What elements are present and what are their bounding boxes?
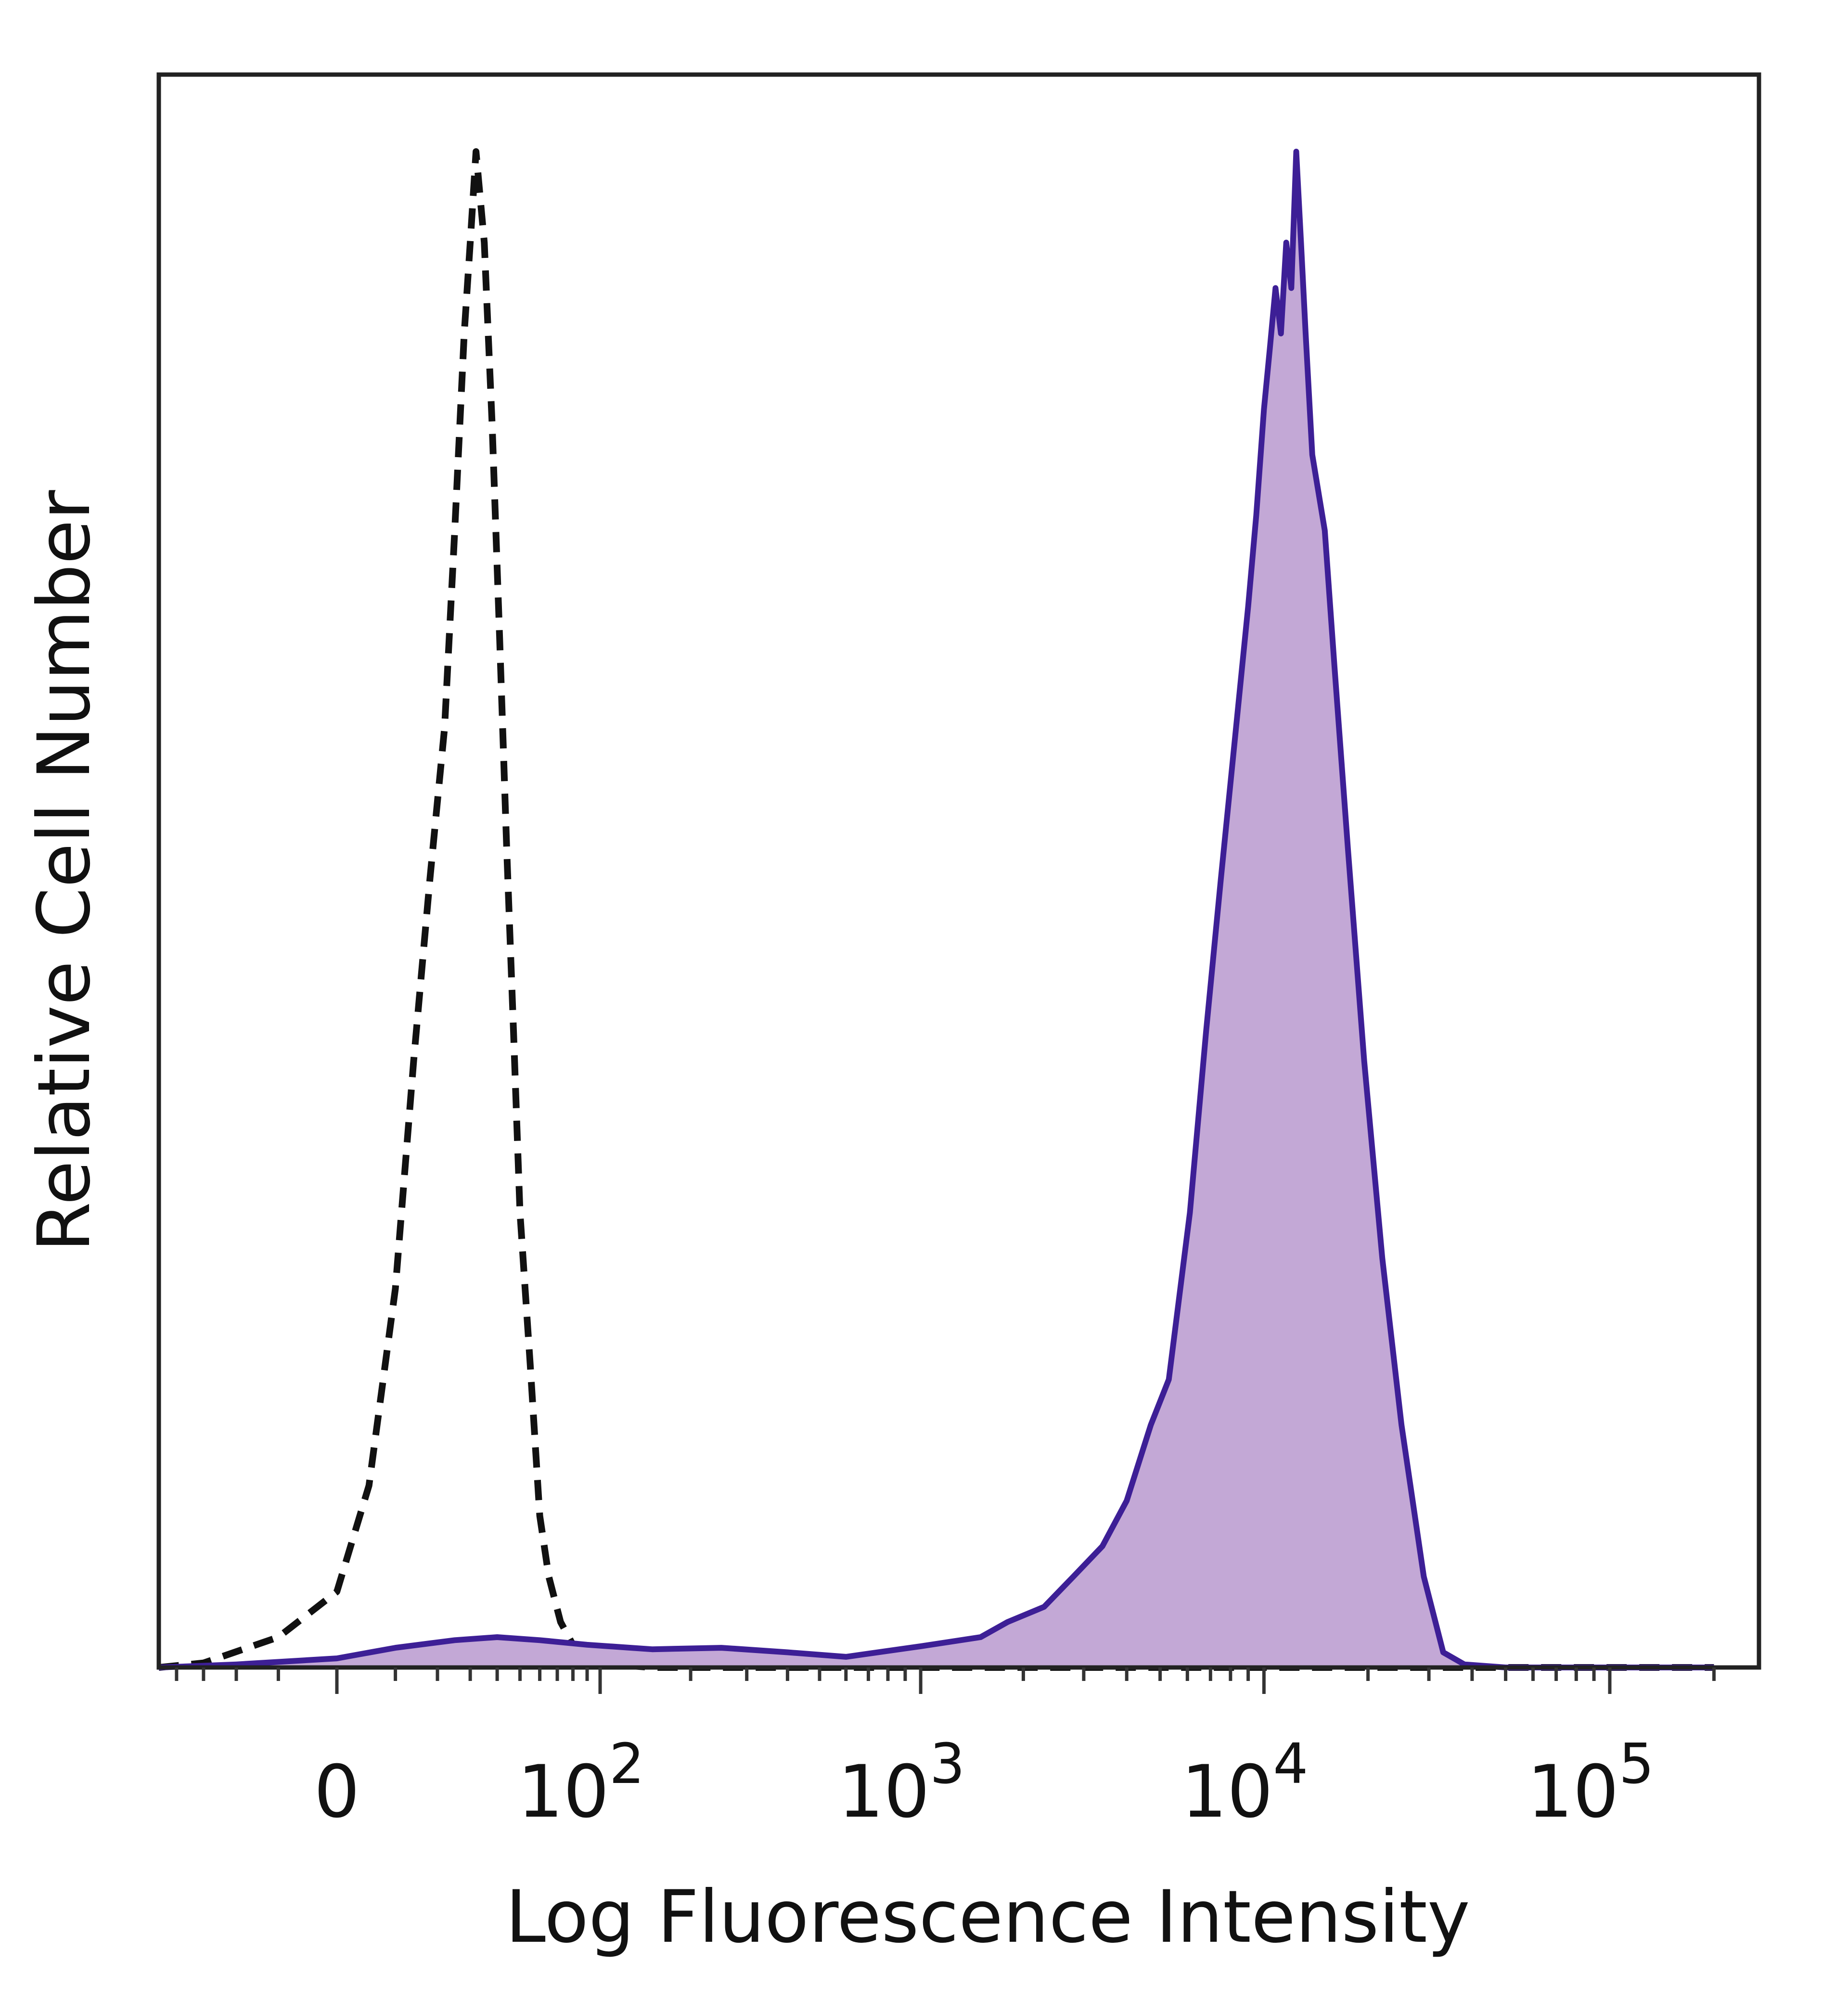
y-axis-title: Relative Cell Number [23,490,106,1252]
series-2-line [158,149,1714,1670]
x-axis-title: Log Fluorescence Intensity [505,1875,1470,1959]
x-tick-label: 0 [314,1750,359,1834]
series-2-fill [159,152,1714,1667]
x-tick-marks [175,1667,1716,1694]
series-1-line [158,148,1714,1671]
plot-frame [156,72,1761,1670]
x-tick-label: 105 [1527,1732,1654,1834]
x-tick-label: 104 [1181,1732,1308,1834]
series-layer [158,148,1714,1671]
x-tick-labels: 0 102 103 104 105 [314,1732,1654,1834]
x-tick-label: 103 [838,1732,965,1834]
x-tick-label: 102 [517,1732,644,1834]
